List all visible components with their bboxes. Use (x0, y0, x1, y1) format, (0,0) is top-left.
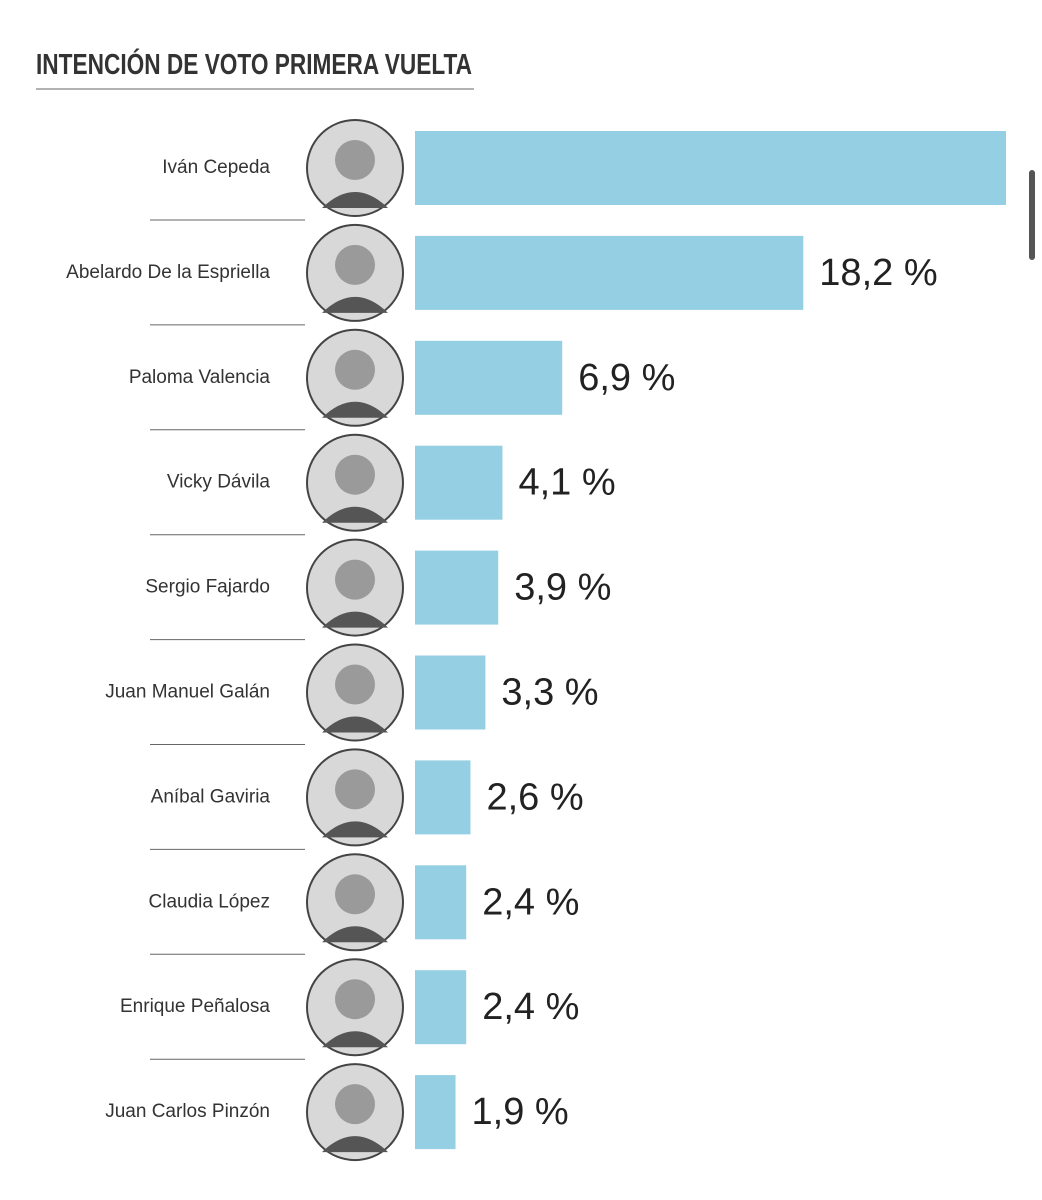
scrollbar[interactable] (1029, 170, 1035, 260)
photo-head (335, 664, 375, 705)
photo-head (335, 349, 375, 390)
value-label: 18,2 % (819, 252, 937, 294)
bar (415, 445, 503, 520)
category-label: Sergio Fajardo (145, 577, 270, 598)
bar (415, 235, 804, 310)
value-label: 3,9 % (514, 567, 611, 609)
category-label: Claudia López (149, 891, 270, 912)
value-label: 2,4 % (482, 986, 579, 1028)
category-label: Juan Manuel Galán (105, 682, 270, 703)
bar (415, 550, 499, 625)
photo-shoulders (322, 821, 388, 838)
photo-shoulders (322, 611, 388, 628)
category-label: Abelardo De la Espriella (66, 262, 270, 283)
photo-head (335, 454, 375, 495)
category-label: Vicky Dávila (167, 472, 271, 493)
bar (415, 340, 563, 415)
photo-head (335, 140, 375, 180)
photo-head (335, 769, 375, 810)
category-label: Iván Cepeda (162, 157, 270, 178)
value-label: 4,1 % (518, 462, 615, 504)
bar (415, 760, 471, 835)
photo-shoulders (322, 926, 388, 943)
value-label: 2,4 % (482, 881, 579, 923)
photo-head (335, 979, 375, 1020)
photo-head (335, 874, 375, 915)
photo-shoulders (322, 1136, 388, 1153)
bar (415, 131, 1006, 205)
photo-head (335, 244, 375, 285)
category-label: Aníbal Gaviria (151, 786, 271, 807)
category-label: Paloma Valencia (129, 367, 271, 388)
bar (415, 655, 486, 730)
photo-shoulders (322, 296, 388, 313)
photo-head (335, 1084, 375, 1125)
photo-shoulders (322, 401, 388, 418)
value-label: 3,3 % (501, 672, 598, 714)
photo-shoulders (322, 716, 388, 733)
photo-shoulders (322, 192, 388, 208)
photo-shoulders (322, 506, 388, 523)
value-label: 2,6 % (486, 776, 583, 818)
category-label: Enrique Peñalosa (120, 996, 270, 1017)
bar (415, 1075, 456, 1150)
bar (415, 970, 467, 1045)
photo-shoulders (322, 1031, 388, 1048)
value-label: 1,9 % (472, 1091, 569, 1133)
category-label: Juan Carlos Pinzón (105, 1101, 270, 1122)
photo-head (335, 559, 375, 600)
value-label: 6,9 % (578, 357, 675, 399)
bar (415, 865, 467, 940)
chart-title: INTENCIÓN DE VOTO PRIMERA VUELTA (36, 47, 472, 81)
